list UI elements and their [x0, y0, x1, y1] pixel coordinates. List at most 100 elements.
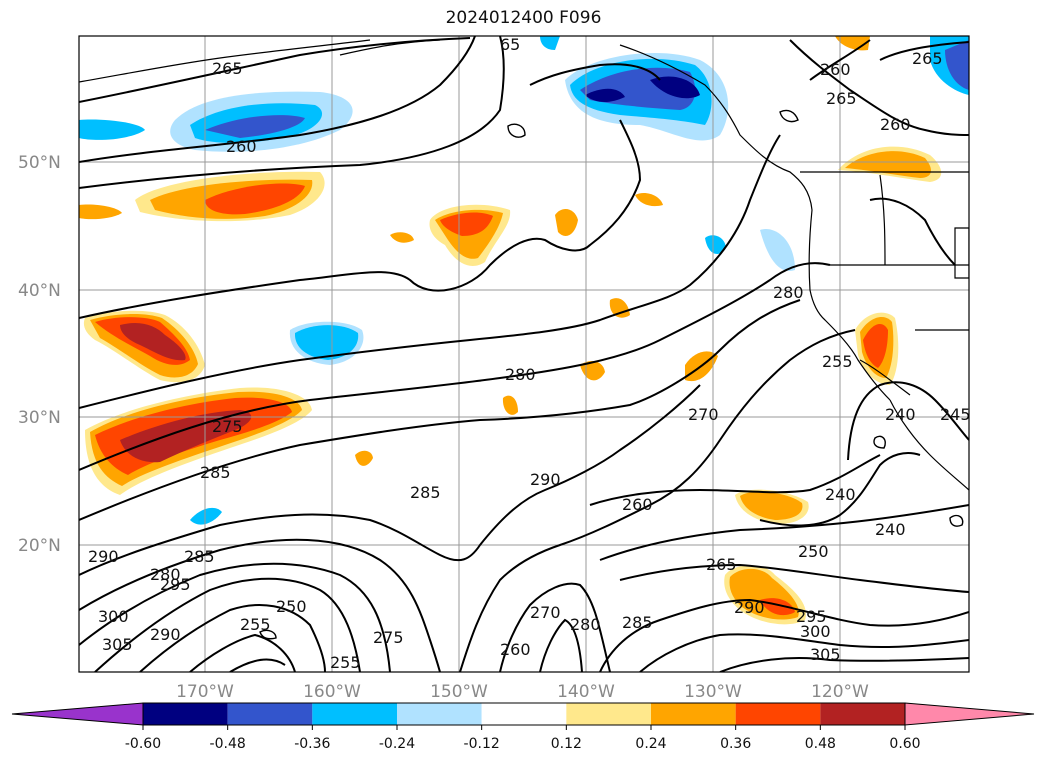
lat-label-50n: 50°N: [18, 153, 61, 173]
contour-label: 295: [160, 575, 191, 594]
negative-anomaly-area: [585, 88, 625, 103]
colorbar-label: 0.48: [805, 736, 836, 752]
coastlines: [79, 39, 969, 491]
colorbar-label: -0.24: [379, 736, 415, 752]
colorbar-segment: [481, 703, 567, 725]
colorbar-segment: [312, 703, 397, 725]
contour-label: 275: [212, 417, 243, 436]
colorbar-segment: [651, 703, 736, 725]
contour-label: 245: [940, 405, 971, 424]
lon-label-130w: 130°W: [684, 682, 742, 702]
lon-label-170w: 170°W: [176, 682, 234, 702]
negative-anomaly-area: [760, 229, 795, 271]
positive-anomaly-area: [635, 193, 663, 207]
negative-anomaly-area: [294, 325, 359, 360]
contour-label: 280: [150, 565, 181, 584]
positive-anomaly-area: [440, 212, 493, 236]
positive-anomaly-area: [740, 491, 803, 520]
colorbar-extend-high: [904, 702, 1035, 726]
lat-label-40n: 40°N: [18, 281, 61, 301]
contour-label: 270: [688, 405, 719, 424]
positive-anomaly-area: [555, 208, 578, 236]
negative-anomaly-area: [650, 76, 700, 99]
contour-label: 65: [500, 35, 520, 54]
colorbar-label: -0.12: [464, 736, 500, 752]
positive-anomaly-area: [120, 323, 186, 361]
colorbar-label: -0.60: [125, 736, 161, 752]
contour-label: 305: [810, 645, 841, 664]
lat-label-20n: 20°N: [18, 536, 61, 556]
positive-anomaly-area: [355, 450, 373, 466]
colorbar-segment: [566, 703, 651, 725]
colorbar-segment: [820, 703, 905, 725]
positive-anomaly-area: [390, 232, 414, 243]
negative-anomaly-area: [705, 235, 726, 254]
positive-anomaly-area: [79, 204, 122, 220]
colorbar-label: 0.36: [720, 736, 751, 752]
colorbar-segment: [227, 703, 313, 725]
negative-anomaly-area: [190, 507, 222, 525]
colorbar-extend-low: [11, 702, 144, 726]
lon-label-160w: 160°W: [303, 682, 361, 702]
colorbar-label: 0.12: [551, 736, 582, 752]
contour-label: 265: [706, 555, 737, 574]
colorbar: -0.60 -0.48 -0.36 -0.24 -0.12 0.12 0.24 0.36 0.4…: [11, 702, 1035, 752]
contour-label: 260: [500, 640, 531, 659]
colorbar-label: 0.24: [635, 736, 666, 752]
contour-label: 250: [798, 542, 829, 561]
lon-label-120w: 120°W: [811, 682, 869, 702]
contour-label: 305: [102, 635, 133, 654]
positive-anomaly-area: [845, 151, 932, 178]
contour-label: 255: [822, 352, 853, 371]
contour-label: 290: [734, 598, 765, 617]
positive-anomaly-area: [502, 395, 518, 415]
islands: [259, 109, 964, 640]
contour-label: 255: [240, 615, 271, 634]
positive-anomaly-area: [120, 410, 252, 463]
contour-labels: 265 260 265 260 265 260 65 275 285 280 2…: [88, 35, 971, 672]
lat-label-30n: 30°N: [18, 408, 61, 428]
negative-anomaly-area: [540, 36, 560, 50]
contour-label: 240: [885, 405, 916, 424]
contour-label: 295: [796, 607, 827, 626]
positive-anomaly-area: [205, 183, 305, 215]
map-panel: 265 260 265 260 265 260 65 275 285 280 2…: [79, 35, 971, 672]
colorbar-label: 0.60: [889, 736, 920, 752]
contour-label: 290: [150, 625, 181, 644]
colorbar-frame: [142, 702, 906, 726]
contour-label: 285: [184, 547, 215, 566]
contour-label: 255: [330, 653, 361, 672]
positive-anomaly-area: [863, 324, 888, 368]
contour-label: 265: [212, 59, 243, 78]
geopotential-contours: [79, 36, 969, 672]
colorbar-segment: [397, 703, 482, 725]
negative-anomaly-area: [79, 119, 145, 140]
contour-label: 280: [570, 615, 601, 634]
page-title: 2024012400 F096: [445, 8, 602, 28]
contour-label: 260: [880, 115, 911, 134]
colorbar-label: -0.36: [294, 736, 330, 752]
negative-anomaly-area: [205, 115, 305, 138]
contour-label: 290: [530, 470, 561, 489]
contour-label: 240: [825, 485, 856, 504]
lon-label-140w: 140°W: [557, 682, 615, 702]
contour-label: 240: [875, 520, 906, 539]
contour-label: 260: [820, 60, 851, 79]
contour-label: 280: [505, 365, 536, 384]
map-frame: [78, 35, 970, 673]
contour-label: 280: [773, 283, 804, 302]
contour-label: 300: [800, 622, 831, 641]
contour-label: 265: [912, 49, 943, 68]
colorbar-segment: [143, 703, 228, 725]
contour-label: 270: [530, 603, 561, 622]
contour-label: 285: [200, 463, 231, 482]
contour-label: 285: [622, 613, 653, 632]
contour-label: 300: [98, 607, 129, 626]
contour-label: 250: [276, 597, 307, 616]
contour-label: 285: [410, 483, 441, 502]
negative-anomaly-area: [945, 40, 969, 90]
colorbar-segment: [735, 703, 821, 725]
contour-label: 260: [622, 495, 653, 514]
longitude-labels: 170°W 160°W 150°W 140°W 130°W 120°W: [176, 682, 869, 702]
